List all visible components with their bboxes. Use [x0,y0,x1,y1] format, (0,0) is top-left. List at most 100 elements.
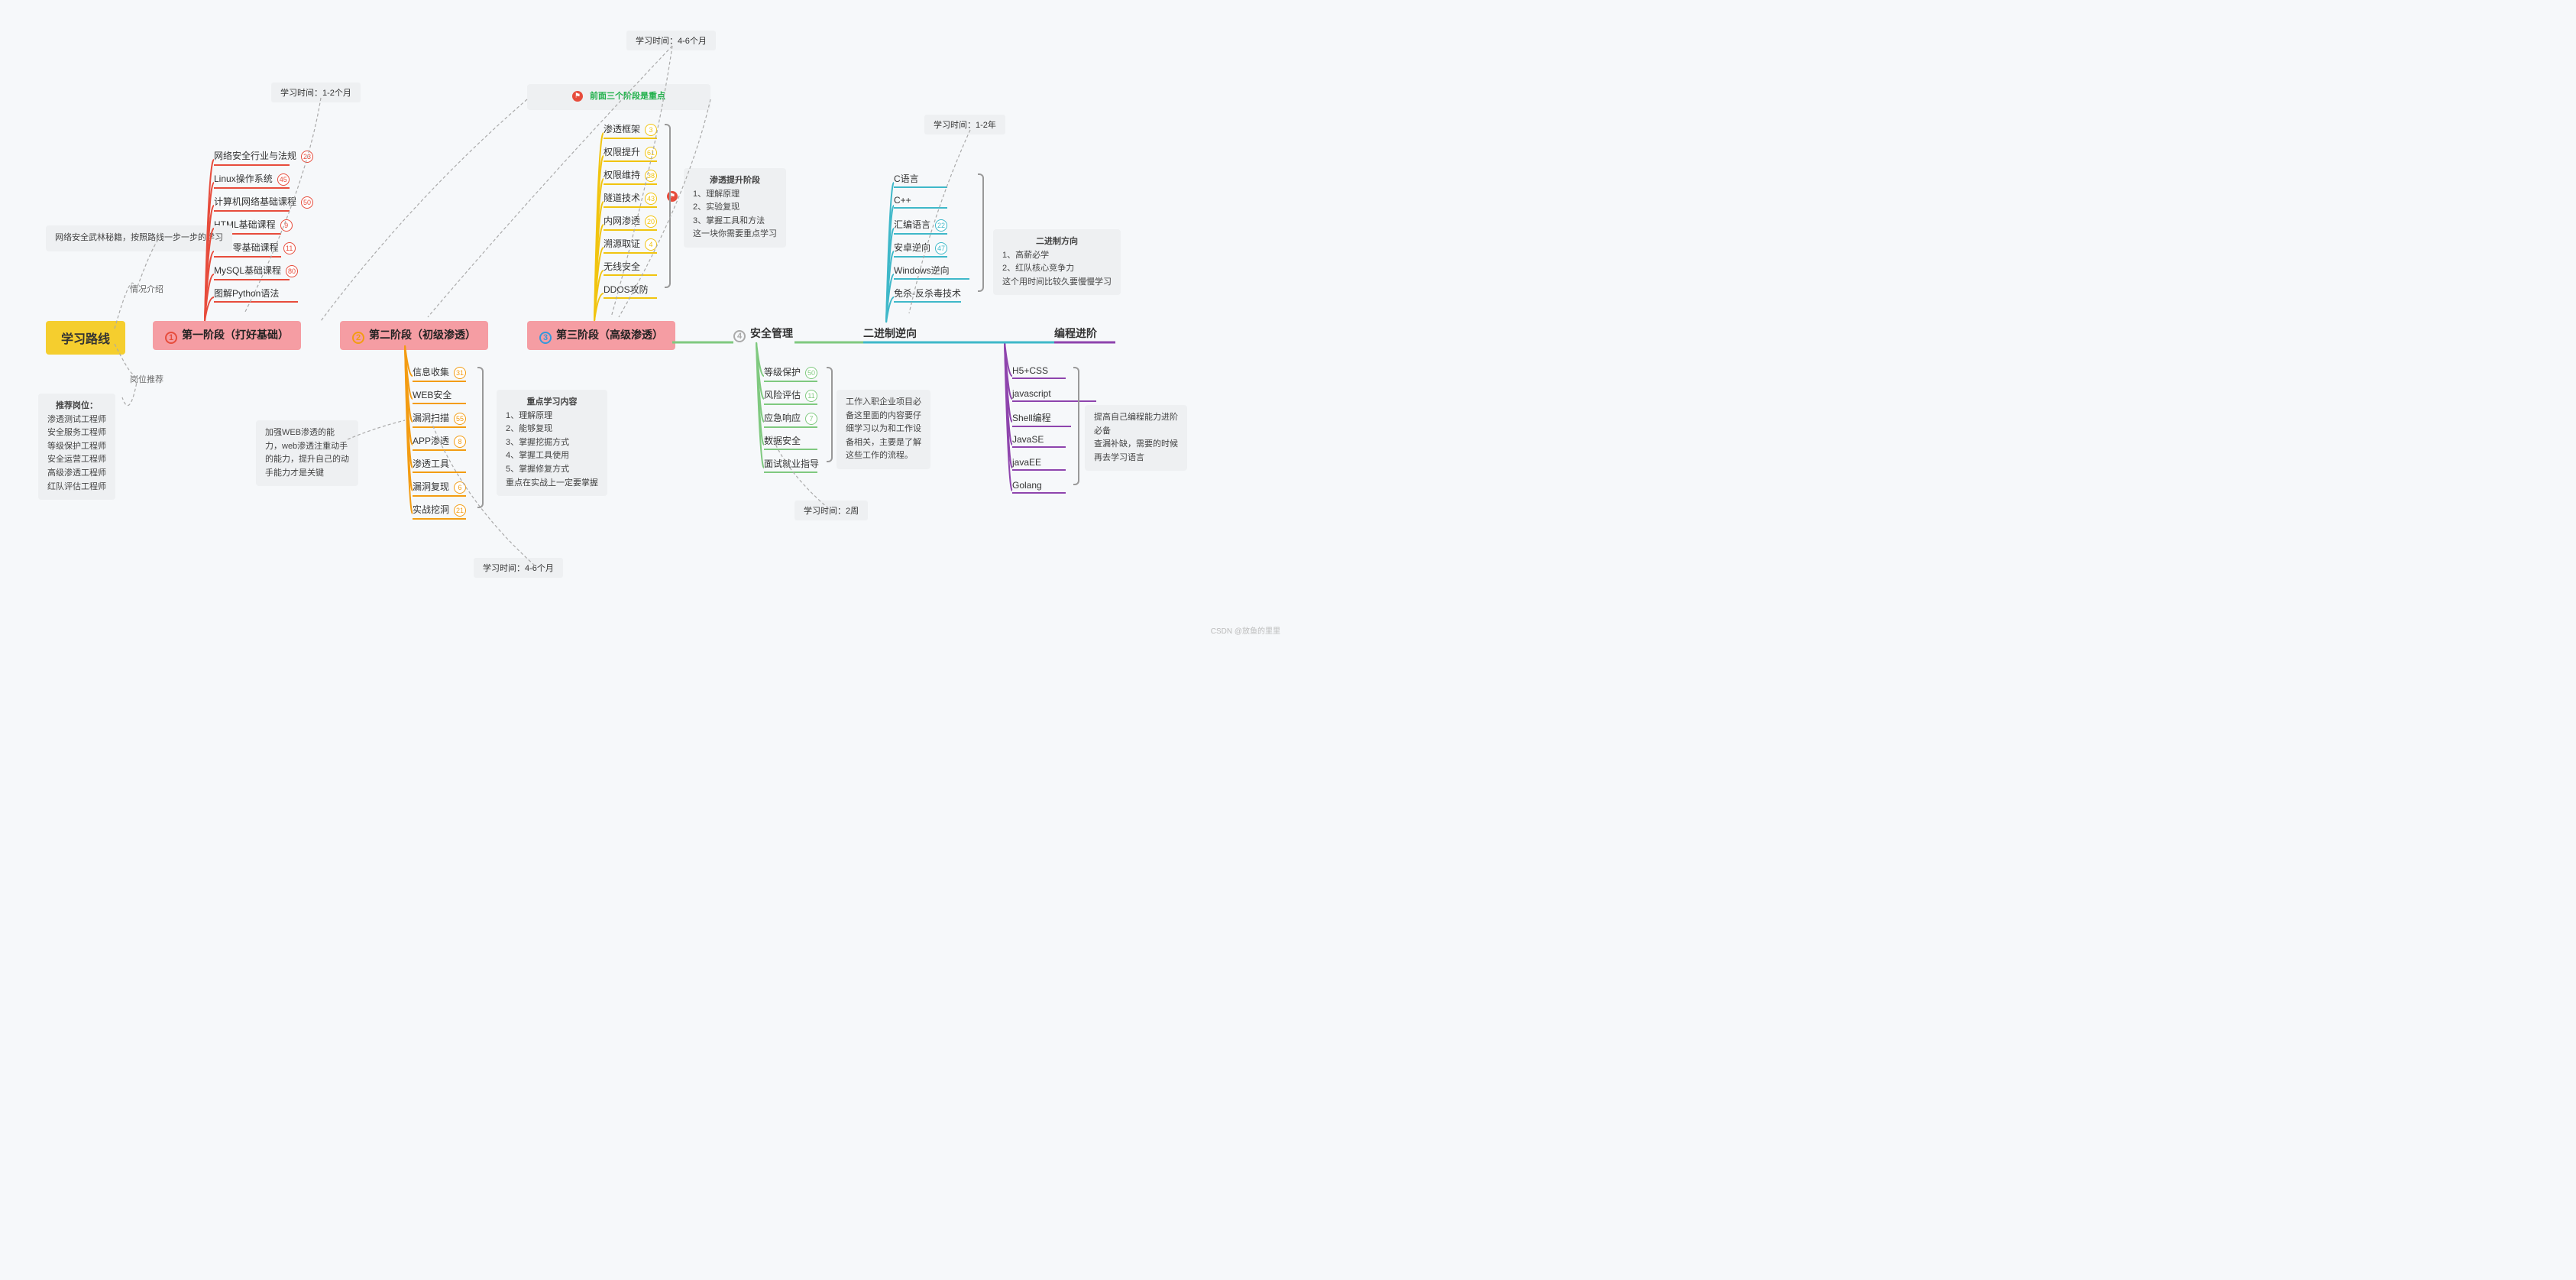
note-stage2: 加强WEB渗透的能力，web渗透注重动手的能力，提升自己的动手能力才是关键 [256,420,358,486]
count-badge: 80 [286,265,298,277]
branch-label: 风险评估 [764,390,801,400]
branch-item[interactable]: C++ [894,195,947,209]
branch-label: MySQL基础课程 [214,265,281,276]
branch-label: 信息收集 [413,367,449,378]
count-badge: 7 [805,413,817,425]
note-stage3k: 渗透提升阶段1、理解原理2、实验复现3、掌握工具和方法这一块你需要重点学习 [684,168,786,248]
stage-icon: 2 [352,332,364,344]
branch-item[interactable]: 无线安全 [604,260,657,276]
time-label: 学习时间：4-6个月 [474,558,563,578]
branch-item[interactable]: MySQL基础课程 80 [214,264,298,280]
branch-label: 数据安全 [764,436,801,446]
branch-item[interactable]: 渗透框架3 [604,122,657,139]
branch-item[interactable]: Windows逆向 [894,264,969,280]
count-badge: 11 [283,242,296,254]
branch-label: Shell编程 [1012,413,1051,423]
branch-item[interactable]: 权限提升61 [604,145,657,162]
branch-item[interactable]: 信息收集31 [413,365,466,382]
branch-item[interactable]: 溯源取证4 [604,237,657,254]
branch-item[interactable]: 安卓逆向 47 [894,241,947,258]
stage-3[interactable]: 3第三阶段（高级渗透） [527,321,675,350]
count-badge: 3 [645,124,657,136]
count-badge: 45 [277,173,290,186]
count-badge: 38 [645,170,657,182]
branch-item[interactable]: 计算机网络基础课程50 [214,195,313,212]
branch-label: DDOS攻防 [604,284,649,295]
stage-2[interactable]: 2第二阶段（初级渗透） [340,321,488,350]
note-intro: 网络安全武林秘籍，按照路线一步一步的学习 [46,225,232,251]
bracket-stage6 [1073,367,1079,485]
branch-item[interactable]: DDOS攻防 [604,283,657,299]
branch-item[interactable]: 数据安全 [764,434,817,450]
count-badge: 6 [454,481,466,494]
time-label: 学习时间：4-6个月 [626,31,716,50]
branch-label: 安卓逆向 [894,242,930,253]
stage-6[interactable]: 编程进阶 [1054,326,1097,341]
note-jobs: 推荐岗位：渗透测试工程师安全服务工程师等级保护工程师安全运营工程师高级渗透工程师… [38,394,115,500]
count-badge: 61 [645,147,657,159]
branch-item[interactable]: 渗透工具 [413,457,466,473]
branch-item[interactable]: 汇编语言22 [894,218,947,235]
count-badge: 43 [645,193,657,205]
time-label: 学习时间：1-2年 [924,115,1005,134]
branch-item[interactable]: Linux操作系统45 [214,172,290,189]
branch-item[interactable]: 网络安全行业与法规23 [214,149,313,166]
branch-item[interactable]: 面试就业指导 [764,457,819,473]
branch-label: 网络安全行业与法规 [214,151,296,161]
branch-item[interactable]: 等级保护50 [764,365,817,382]
branch-item[interactable]: 免杀-反杀毒技术 [894,287,961,303]
branch-label: 漏洞复现 [413,481,449,492]
bracket-stage5 [978,173,984,292]
branch-item[interactable]: JavaSE [1012,434,1066,448]
note-stage4k: 工作入职企业项目必备这里面的内容要仔细学习以为和工作设备相关，主要是了解这些工作… [837,390,930,469]
branch-label: 应急响应 [764,413,801,423]
branch-item[interactable]: H5+CSS [1012,365,1066,379]
branch-item[interactable]: 内网渗透20 [604,214,657,231]
branch-label: 漏洞扫描 [413,413,449,423]
stage-1[interactable]: 1第一阶段（打好基础） [153,321,301,350]
branch-item[interactable]: APP渗透8 [413,434,466,451]
branch-label: 免杀-反杀毒技术 [894,288,961,299]
branch-item[interactable]: 风险评估 11 [764,388,817,405]
branch-label: 内网渗透 [604,215,640,226]
stage-4[interactable]: 4安全管理 [733,326,793,342]
branch-label: javaEE [1012,457,1041,468]
count-badge: 47 [935,242,947,254]
branch-item[interactable]: javascript [1012,388,1096,402]
branch-label: C++ [894,195,911,206]
branch-item[interactable]: 漏洞复现 6 [413,480,466,497]
side-label: 岗位推荐 [130,373,163,385]
branch-label: Golang [1012,480,1042,491]
branch-label: Windows逆向 [894,265,950,276]
count-badge: 55 [454,413,466,425]
branch-label: H5+CSS [1012,365,1048,376]
root-node[interactable]: 学习路线 [46,321,125,355]
time-label: 学习时间：1-2个月 [271,83,361,102]
branch-item[interactable]: Shell编程 [1012,411,1071,427]
branch-item[interactable]: 权限维持 38 [604,168,657,185]
count-badge: 11 [805,390,817,402]
branch-label: javascript [1012,388,1051,399]
branch-label: 权限维持 [604,170,640,180]
branch-item[interactable]: 应急响应 7 [764,411,817,428]
branch-item[interactable]: 图解Python语法 [214,287,298,303]
branch-item[interactable]: 隧道技术43 [604,191,657,208]
branch-label: 无线安全 [604,261,640,272]
stage-5[interactable]: 二进制逆向 [863,326,917,341]
time-label: 学习时间：2周 [794,501,868,520]
branch-label: 图解Python语法 [214,288,279,299]
branch-item[interactable]: Golang [1012,480,1066,494]
note-stage6k: 提高自己编程能力进阶必备查漏补缺，需要的时候再去学习语言 [1085,405,1187,471]
branch-item[interactable]: WEB安全 [413,388,466,404]
bracket-stage3 [665,124,671,288]
branch-label: C语言 [894,173,919,184]
branch-item[interactable]: C语言 [894,172,947,188]
count-badge: 21 [454,504,466,517]
branch-label: 等级保护 [764,367,801,378]
top-banner: 前面三个阶段是重点 [527,84,710,110]
branch-item[interactable]: 漏洞扫描 55 [413,411,466,428]
branch-item[interactable]: 实战挖洞21 [413,503,466,520]
branch-item[interactable]: javaEE [1012,457,1066,471]
side-label: 情况介绍 [130,283,163,295]
count-badge: 4 [645,238,657,251]
